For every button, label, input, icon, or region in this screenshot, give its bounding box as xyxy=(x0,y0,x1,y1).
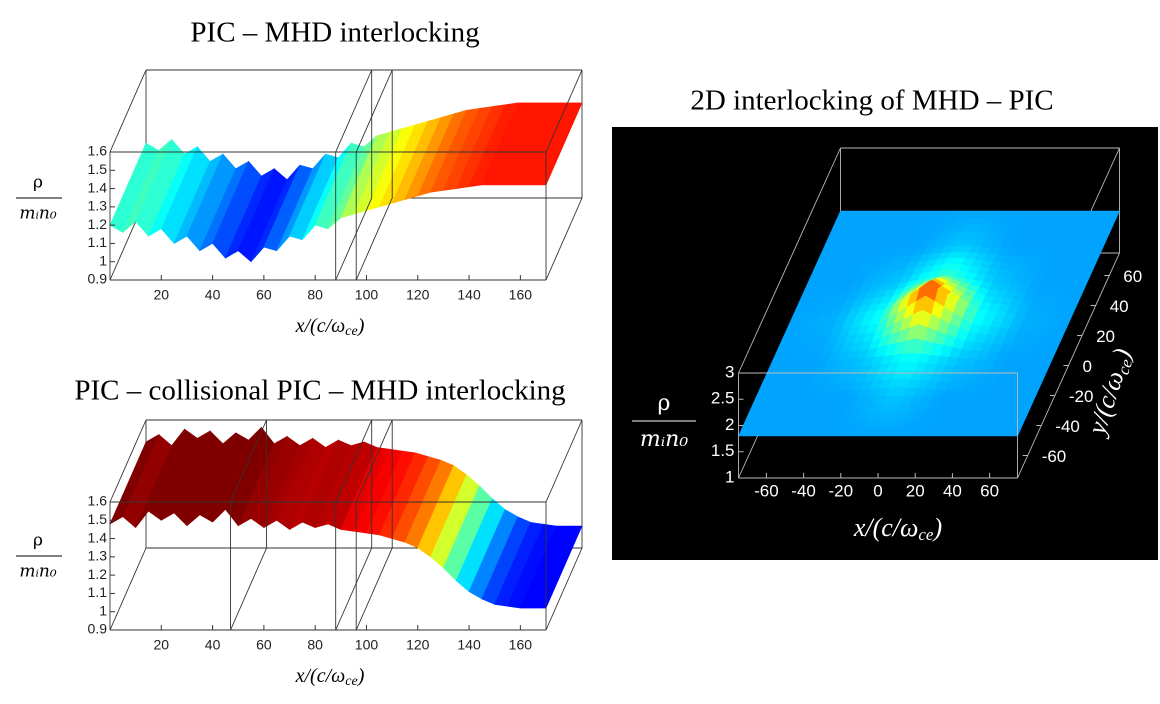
z-tick-label: 1.6 xyxy=(88,493,108,509)
label-sub: ce xyxy=(918,525,934,544)
box-edge xyxy=(109,419,147,503)
y-tick-label: 0 xyxy=(1083,357,1092,376)
label-part: x/(c/ω xyxy=(853,513,919,542)
x-tick-label: 120 xyxy=(406,637,430,653)
chart-title: PIC – collisional PIC – MHD interlocking xyxy=(74,375,565,407)
x-tick-label: 0 xyxy=(873,481,882,500)
z-tick-label: 1.6 xyxy=(88,143,108,159)
x-tick-label: 120 xyxy=(406,287,430,303)
x-tick-label: -60 xyxy=(754,481,779,500)
x-tick-label: 40 xyxy=(205,637,221,653)
x-tick-label: 100 xyxy=(355,287,379,303)
interlock-boundary xyxy=(335,69,373,281)
z-label-den: mᵢn₀ xyxy=(19,562,56,582)
box-edge xyxy=(738,147,841,374)
z-tick-label: 2 xyxy=(725,415,734,434)
x-axis-label: x/(c/ωce) xyxy=(295,315,365,340)
x-tick-label: -20 xyxy=(829,481,854,500)
z-tick-label: 1 xyxy=(99,602,107,618)
label-part: ) xyxy=(931,513,942,542)
x-tick-label: 40 xyxy=(943,481,962,500)
x-tick-label: 20 xyxy=(154,637,170,653)
z-label-num: ρ xyxy=(33,531,43,551)
label-sub: ce xyxy=(345,674,357,689)
chart-title: PIC – MHD interlocking xyxy=(190,17,479,49)
box-edge xyxy=(109,69,147,153)
z-tick-label: 0.9 xyxy=(88,621,108,637)
box-edge xyxy=(545,419,583,503)
x-tick-label: -40 xyxy=(791,481,816,500)
label-part: x/(c/ω xyxy=(295,315,346,337)
x-tick-label: 140 xyxy=(457,637,481,653)
z-tick-label: 1.2 xyxy=(88,566,108,582)
chart-2d: x/(c/ωce) y/(c/ωce) ρ mᵢn₀ -60 -40 -20 0 20 4… xyxy=(632,147,1142,544)
box-edge xyxy=(545,547,583,631)
box-edge xyxy=(545,197,583,281)
z-tick-label: 3 xyxy=(725,362,734,381)
z-tick-label: 1.3 xyxy=(88,548,108,564)
box-edge xyxy=(109,547,147,631)
y-tick-label: -40 xyxy=(1055,417,1080,436)
z-tick-label: 1 xyxy=(725,467,734,486)
label-sub: ce xyxy=(1113,356,1136,377)
chart-title: 2D interlocking of MHD – PIC xyxy=(690,85,1053,117)
z-tick-label: 1.5 xyxy=(88,511,108,527)
x-tick-label: 40 xyxy=(205,287,221,303)
x-tick-label: 80 xyxy=(307,637,323,653)
x-tick-label: 160 xyxy=(509,637,533,653)
z-label-den: mᵢn₀ xyxy=(19,204,56,224)
z-label-num: ρ xyxy=(658,391,671,416)
y-tick-label: -60 xyxy=(1042,447,1067,466)
x-axis-label: x/(c/ωce) xyxy=(853,513,942,544)
y-tick-label: -20 xyxy=(1069,387,1094,406)
z-tick-label: 1.5 xyxy=(88,161,108,177)
x-tick-label: 60 xyxy=(980,481,999,500)
z-tick-label: 1 xyxy=(99,252,107,268)
x-tick-label: 160 xyxy=(509,287,533,303)
z-tick-label: 1.1 xyxy=(88,584,108,600)
z-tick-label: 1.4 xyxy=(88,179,108,195)
z-tick-label: 1.5 xyxy=(711,441,735,460)
x-tick-label: 60 xyxy=(256,637,272,653)
surface-strip xyxy=(532,102,583,186)
interlock-boundary xyxy=(355,69,393,281)
box-edge xyxy=(545,69,583,153)
chart-1d-bottom: PIC – collisional PIC – MHD interlocking… xyxy=(16,375,583,690)
z-tick-label: 0.9 xyxy=(88,271,108,287)
z-tick-label: 1.4 xyxy=(88,529,108,545)
chart-1d-top: PIC – MHD interlocking x/(c/ωce) ρ mᵢn₀ … xyxy=(16,17,583,340)
x-axis-label: x/(c/ωce) xyxy=(295,665,365,690)
z-tick-label: 1.2 xyxy=(88,216,108,232)
y-tick-label: 20 xyxy=(1096,327,1115,346)
label-sub: ce xyxy=(345,324,357,339)
x-tick-label: 20 xyxy=(154,287,170,303)
z-tick-label: 1.1 xyxy=(88,234,108,250)
x-tick-label: 60 xyxy=(256,287,272,303)
interlock-boundary xyxy=(355,419,393,631)
label-part: ) xyxy=(357,665,365,687)
x-tick-label: 100 xyxy=(355,637,379,653)
x-tick-label: 20 xyxy=(906,481,925,500)
interlock-boundary xyxy=(335,419,373,631)
z-label-den: mᵢn₀ xyxy=(640,427,688,452)
z-tick-label: 1.3 xyxy=(88,198,108,214)
z-label-num: ρ xyxy=(33,173,43,193)
x-tick-label: 140 xyxy=(457,287,481,303)
interlock-boundary xyxy=(230,419,267,631)
label-part: ) xyxy=(357,315,365,337)
z-tick-label: 2.5 xyxy=(711,389,735,408)
surface-strip xyxy=(532,525,583,609)
y-tick-label: 60 xyxy=(1123,267,1142,286)
x-tick-label: 80 xyxy=(307,287,323,303)
y-tick-label: 40 xyxy=(1110,297,1129,316)
label-part: x/(c/ω xyxy=(295,665,346,687)
